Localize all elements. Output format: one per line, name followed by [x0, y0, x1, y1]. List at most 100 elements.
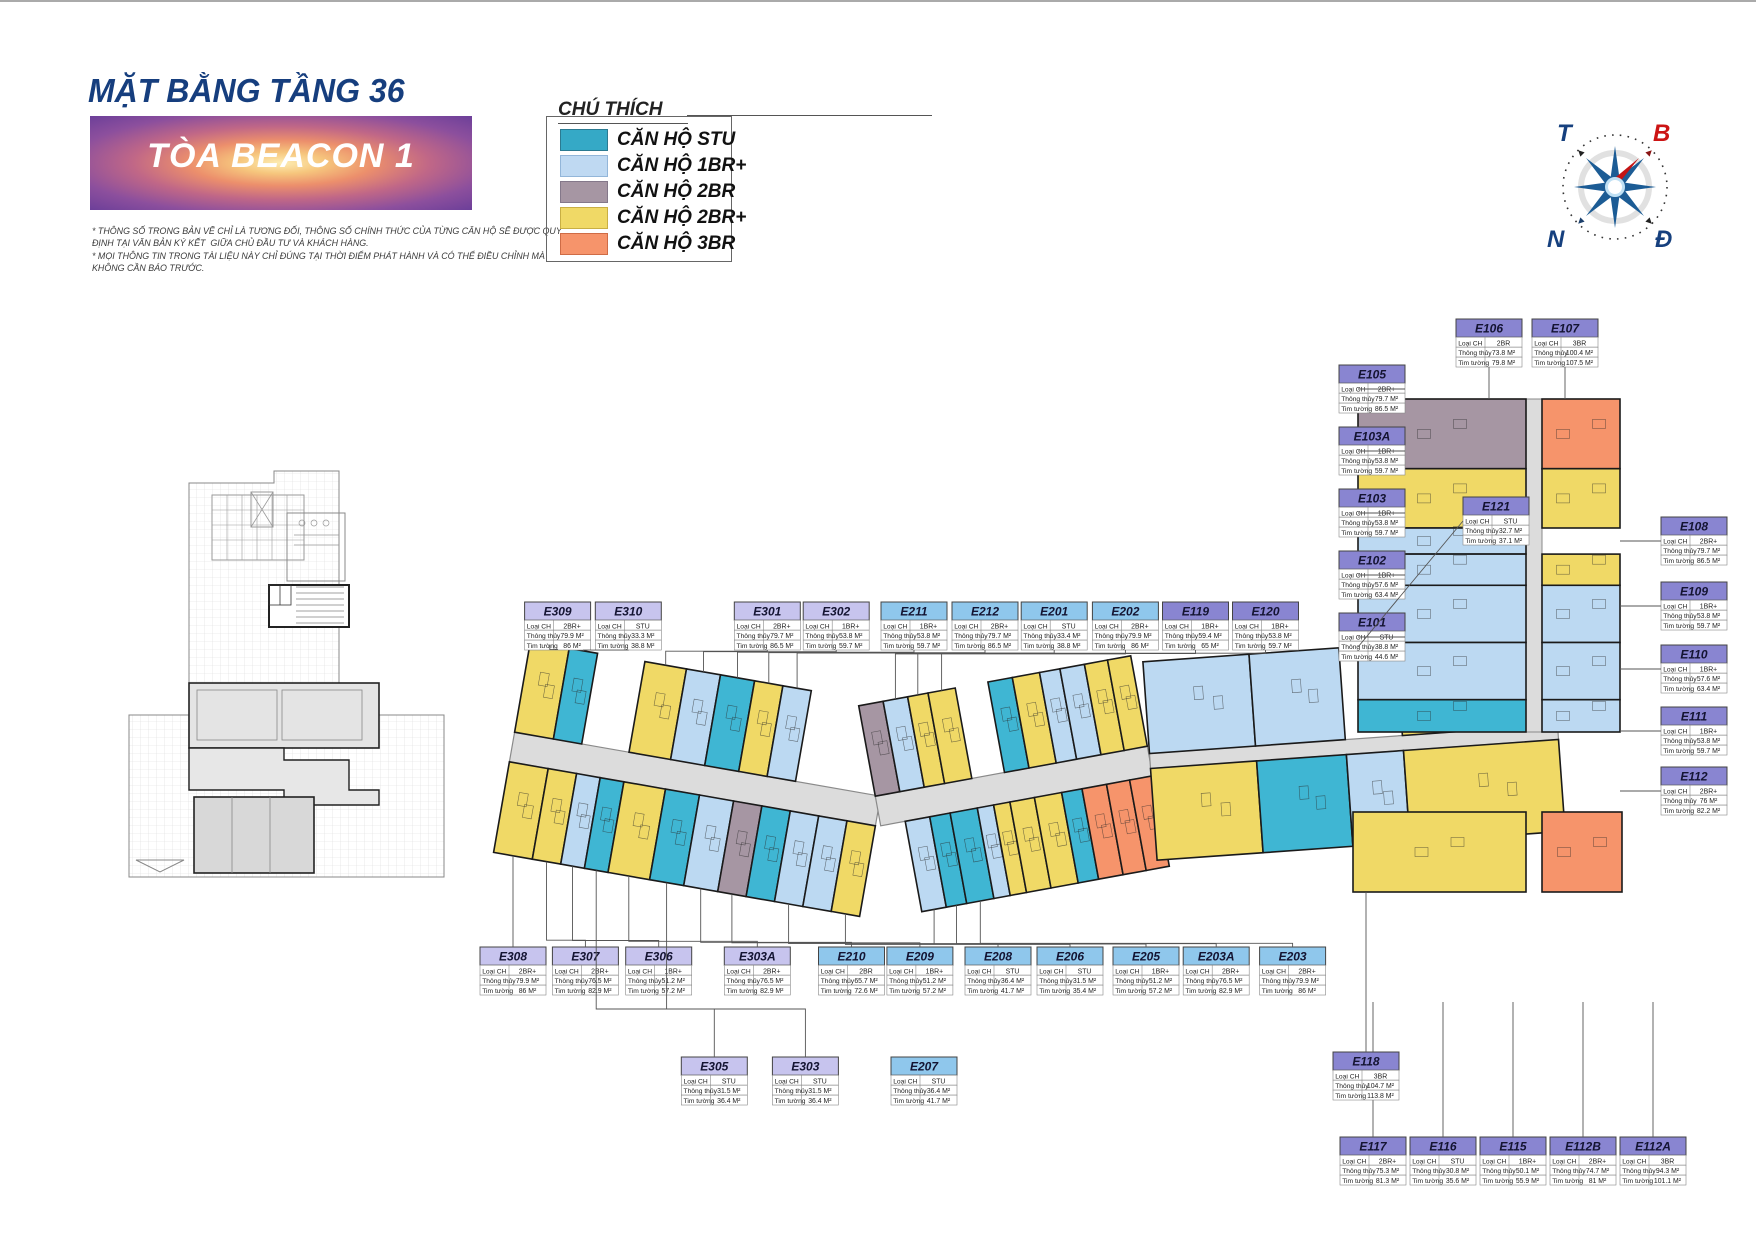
- svg-text:79.7 M²: 79.7 M²: [770, 633, 794, 640]
- svg-text:41.7 M²: 41.7 M²: [927, 1098, 951, 1105]
- svg-text:Loại CH: Loại CH: [1663, 538, 1687, 545]
- svg-text:2BR+: 2BR+: [773, 623, 790, 630]
- svg-text:Loại CH: Loại CH: [1165, 623, 1189, 630]
- svg-text:33.4 M²: 33.4 M²: [1057, 633, 1081, 640]
- svg-text:Tim tường: Tim tường: [1458, 360, 1489, 367]
- svg-text:Tim tường: Tim tường: [1663, 748, 1694, 755]
- svg-text:Loại CH: Loại CH: [1115, 968, 1139, 975]
- svg-text:2BR+: 2BR+: [1379, 1158, 1396, 1165]
- svg-text:59.7 M²: 59.7 M²: [1375, 468, 1399, 475]
- svg-text:Tim tường: Tim tường: [737, 643, 768, 650]
- svg-text:Thông thủy: Thông thủy: [1165, 632, 1199, 640]
- svg-text:Tim tường: Tim tường: [482, 988, 513, 995]
- svg-text:65 M²: 65 M²: [1201, 643, 1219, 650]
- svg-text:65.7 M²: 65.7 M²: [854, 978, 878, 985]
- svg-text:35.6 M²: 35.6 M²: [1446, 1178, 1470, 1185]
- svg-text:2BR+: 2BR+: [563, 623, 580, 630]
- svg-text:Loại CH: Loại CH: [1185, 968, 1209, 975]
- svg-text:104.7 M²: 104.7 M²: [1367, 1083, 1395, 1090]
- svg-text:30.8 M²: 30.8 M²: [1446, 1168, 1470, 1175]
- svg-text:44.6 M²: 44.6 M²: [1375, 654, 1399, 661]
- svg-text:79.9 M²: 79.9 M²: [1295, 978, 1319, 985]
- svg-text:113.8 M²: 113.8 M²: [1367, 1093, 1394, 1100]
- svg-text:51.2 M²: 51.2 M²: [662, 978, 686, 985]
- svg-text:2BR+: 2BR+: [1700, 788, 1717, 795]
- svg-text:Loại CH: Loại CH: [1412, 1158, 1436, 1165]
- svg-text:76 M²: 76 M²: [1700, 798, 1718, 805]
- svg-text:Tim tường: Tim tường: [1185, 988, 1216, 995]
- svg-text:Thông thủy: Thông thủy: [1341, 457, 1375, 465]
- svg-text:E201: E201: [1040, 604, 1068, 618]
- svg-text:Tim tường: Tim tường: [1095, 643, 1126, 650]
- svg-text:Tim tường: Tim tường: [1341, 468, 1372, 475]
- svg-text:Tim tường: Tim tường: [555, 988, 586, 995]
- svg-text:Loại CH: Loại CH: [1341, 634, 1365, 641]
- svg-text:2BR+: 2BR+: [1589, 1158, 1606, 1165]
- svg-text:35.4 M²: 35.4 M²: [1073, 988, 1097, 995]
- svg-text:Tim tường: Tim tường: [1341, 654, 1372, 661]
- svg-text:36.4 M²: 36.4 M²: [1001, 978, 1025, 985]
- svg-text:Tim tường: Tim tường: [1039, 988, 1070, 995]
- svg-text:Tim tường: Tim tường: [1622, 1178, 1653, 1185]
- svg-text:E305: E305: [700, 1059, 728, 1073]
- svg-text:79.7 M²: 79.7 M²: [1375, 396, 1399, 403]
- svg-text:E207: E207: [910, 1059, 939, 1073]
- svg-text:E208: E208: [984, 949, 1012, 963]
- svg-text:Tim tường: Tim tường: [1663, 558, 1694, 565]
- svg-text:Thông thủy: Thông thủy: [1342, 1167, 1376, 1175]
- svg-text:E303: E303: [791, 1059, 819, 1073]
- svg-text:1BR+: 1BR+: [1152, 968, 1169, 975]
- svg-text:E310: E310: [614, 604, 642, 618]
- svg-text:1BR+: 1BR+: [1201, 623, 1218, 630]
- svg-text:1BR+: 1BR+: [1378, 572, 1395, 579]
- svg-text:E210: E210: [837, 949, 865, 963]
- svg-text:Loại CH: Loại CH: [1663, 728, 1687, 735]
- svg-text:Thông thủy: Thông thủy: [775, 1087, 809, 1095]
- svg-text:Loại CH: Loại CH: [1663, 603, 1687, 610]
- svg-text:2BR: 2BR: [1497, 340, 1510, 347]
- svg-text:57.2 M²: 57.2 M²: [662, 988, 686, 995]
- svg-text:1BR+: 1BR+: [1271, 623, 1288, 630]
- svg-text:38.8 M²: 38.8 M²: [1375, 644, 1399, 651]
- svg-text:Tim tường: Tim tường: [628, 988, 659, 995]
- svg-text:94.3 M²: 94.3 M²: [1656, 1168, 1680, 1175]
- svg-text:E119: E119: [1182, 604, 1209, 618]
- svg-text:2BR+: 2BR+: [1298, 968, 1315, 975]
- svg-text:1BR+: 1BR+: [926, 968, 943, 975]
- svg-text:36.4 M²: 36.4 M²: [808, 1098, 832, 1105]
- svg-text:Thông thủy: Thông thủy: [555, 977, 589, 985]
- svg-text:Thông thủy: Thông thủy: [805, 632, 839, 640]
- svg-text:1BR+: 1BR+: [664, 968, 681, 975]
- svg-text:E205: E205: [1132, 949, 1160, 963]
- svg-text:82.9 M²: 82.9 M²: [760, 988, 784, 995]
- svg-text:Tim tường: Tim tường: [1534, 360, 1565, 367]
- svg-text:Tim tường: Tim tường: [1262, 988, 1293, 995]
- svg-text:31.5 M²: 31.5 M²: [1073, 978, 1097, 985]
- svg-text:E103: E103: [1358, 491, 1386, 505]
- svg-text:Tim tường: Tim tường: [775, 1098, 806, 1105]
- svg-text:Thông thủy: Thông thủy: [1458, 349, 1492, 357]
- svg-text:Thông thủy: Thông thủy: [1412, 1167, 1446, 1175]
- svg-text:72.6 M²: 72.6 M²: [854, 988, 878, 995]
- svg-text:81 M²: 81 M²: [1589, 1178, 1607, 1185]
- svg-text:1BR+: 1BR+: [1700, 666, 1717, 673]
- svg-text:75.3 M²: 75.3 M²: [1376, 1168, 1400, 1175]
- svg-text:Loại CH: Loại CH: [1095, 623, 1119, 630]
- svg-text:53.8 M²: 53.8 M²: [1697, 738, 1721, 745]
- svg-text:Tim tường: Tim tường: [954, 643, 985, 650]
- svg-text:Loại CH: Loại CH: [727, 968, 751, 975]
- svg-text:STU: STU: [1380, 634, 1394, 641]
- svg-text:Loại CH: Loại CH: [737, 623, 761, 630]
- svg-text:Thông thủy: Thông thủy: [1341, 395, 1375, 403]
- svg-text:76.5 M²: 76.5 M²: [588, 978, 612, 985]
- svg-text:31.5 M²: 31.5 M²: [808, 1088, 832, 1095]
- svg-text:E110: E110: [1680, 647, 1707, 661]
- svg-text:Tim tường: Tim tường: [1465, 538, 1496, 545]
- svg-text:57.6 M²: 57.6 M²: [1375, 582, 1399, 589]
- svg-text:100.4 M²: 100.4 M²: [1566, 350, 1594, 357]
- svg-text:Thông thủy: Thông thủy: [1663, 612, 1697, 620]
- svg-text:Tim tường: Tim tường: [1342, 1178, 1373, 1185]
- svg-text:81.3 M²: 81.3 M²: [1376, 1178, 1400, 1185]
- svg-text:76.5 M²: 76.5 M²: [1219, 978, 1243, 985]
- svg-text:Loại CH: Loại CH: [954, 623, 978, 630]
